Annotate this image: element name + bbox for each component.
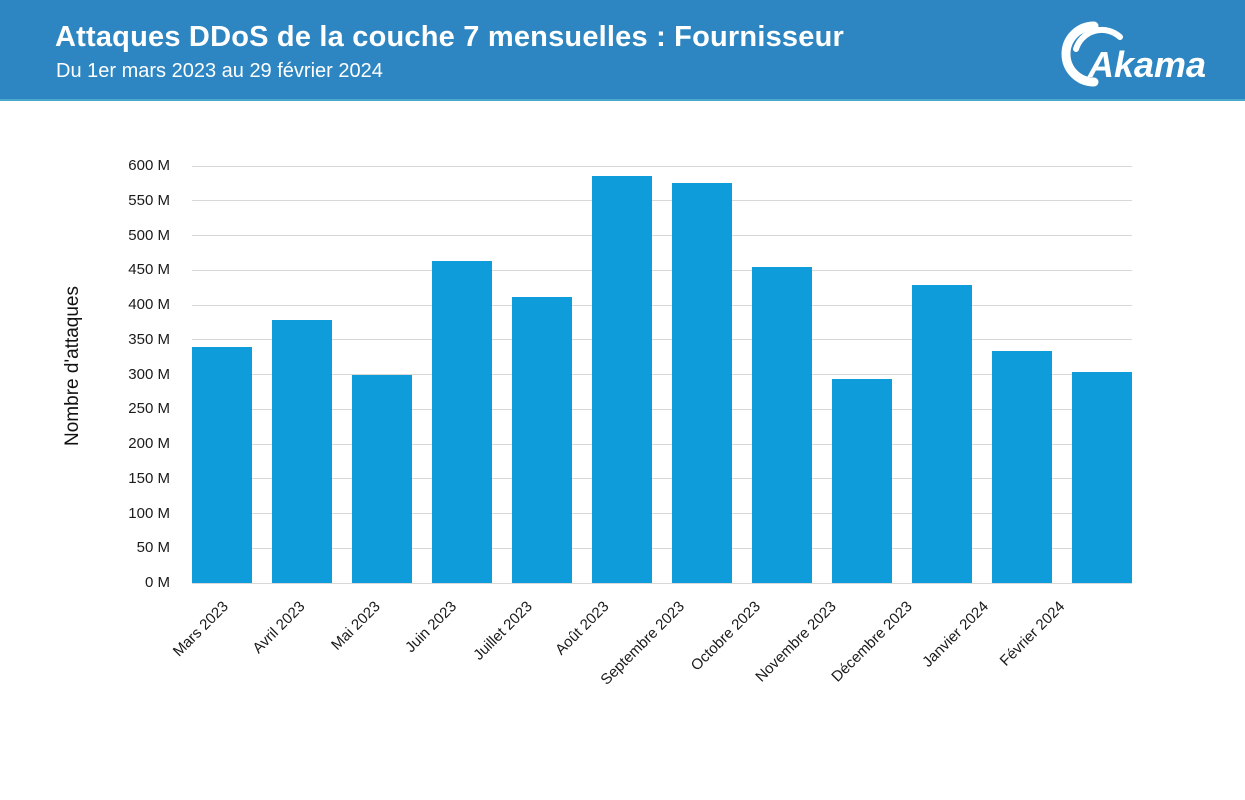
bar-décembre-2023 [912, 284, 972, 583]
akamai-logo-arc-inner-icon [1073, 26, 1123, 52]
y-tick-label: 350 M [128, 330, 170, 348]
gridline [192, 443, 1132, 445]
bar-juin-2023 [432, 261, 492, 583]
gridline [192, 304, 1132, 306]
x-tick-label: Décembre 2023 [828, 598, 917, 686]
x-tick-label: Août 2023 [551, 598, 613, 659]
y-axis-ticks: 0 M 50 M 100 M 150 M 200 M 250 M 300 M 350 M 400… [0, 157, 170, 591]
gridline [192, 165, 1132, 167]
gridline [192, 547, 1132, 549]
plot-area [192, 165, 1132, 584]
bar-mai-2023 [352, 374, 412, 583]
x-tick-label: Mai 2023 [328, 598, 385, 654]
x-tick-label: Janvier 2024 [919, 598, 993, 671]
gridline [192, 478, 1132, 480]
y-tick-label: 100 M [128, 504, 170, 522]
gridline [192, 200, 1132, 202]
x-tick-label: Juin 2023 [401, 598, 461, 657]
y-tick-label: 250 M [128, 400, 170, 418]
x-tick-label: Mars 2023 [169, 598, 233, 661]
bar-septembre-2023 [672, 183, 732, 583]
gridline [192, 408, 1132, 410]
gridline [192, 269, 1132, 271]
akamai-logo-arc-outer-icon [1061, 21, 1099, 87]
bar-octobre-2023 [752, 267, 812, 583]
x-tick-label: Novembre 2023 [752, 598, 841, 686]
y-tick-label: 150 M [128, 469, 170, 487]
bar-juillet-2023 [512, 296, 572, 583]
bar-mars-2023 [192, 347, 252, 583]
bar-janvier-2024 [992, 350, 1052, 583]
y-tick-label: 500 M [128, 226, 170, 244]
y-tick-label: 50 M [136, 539, 170, 557]
bar-août-2023 [592, 176, 652, 583]
y-tick-label: 200 M [128, 435, 170, 452]
y-tick-label: 450 M [128, 261, 170, 279]
page-title: Attaques DDoS de la couche 7 mensuelles … [55, 21, 844, 53]
x-tick-label: Octobre 2023 [687, 598, 765, 675]
y-tick-label: 600 M [128, 157, 170, 174]
gridline [192, 513, 1132, 514]
bar-avril-2023 [272, 320, 332, 583]
x-tick-label: Septembre 2023 [597, 598, 689, 689]
bar-février-2024 [1072, 371, 1132, 583]
gridline [192, 582, 1132, 584]
y-tick-label: 0 M [144, 574, 170, 591]
bar-novembre-2023 [832, 379, 892, 583]
gridline [192, 339, 1132, 341]
gridline [192, 235, 1132, 236]
akamai-logo: Akamai [1061, 21, 1206, 87]
y-tick-label: 550 M [128, 191, 170, 209]
x-tick-label: Avril 2023 [249, 598, 309, 657]
header-banner: Attaques DDoS de la couche 7 mensuelles … [0, 0, 1245, 101]
gridline [192, 374, 1132, 375]
x-tick-label: Juillet 2023 [470, 598, 537, 664]
y-tick-label: 400 M [128, 296, 170, 313]
page-subtitle: Du 1er mars 2023 au 29 février 2024 [56, 60, 383, 82]
akamai-logo-text: Akamai [1087, 44, 1206, 85]
y-tick-label: 300 M [128, 365, 170, 383]
x-tick-label: Février 2024 [996, 598, 1069, 670]
